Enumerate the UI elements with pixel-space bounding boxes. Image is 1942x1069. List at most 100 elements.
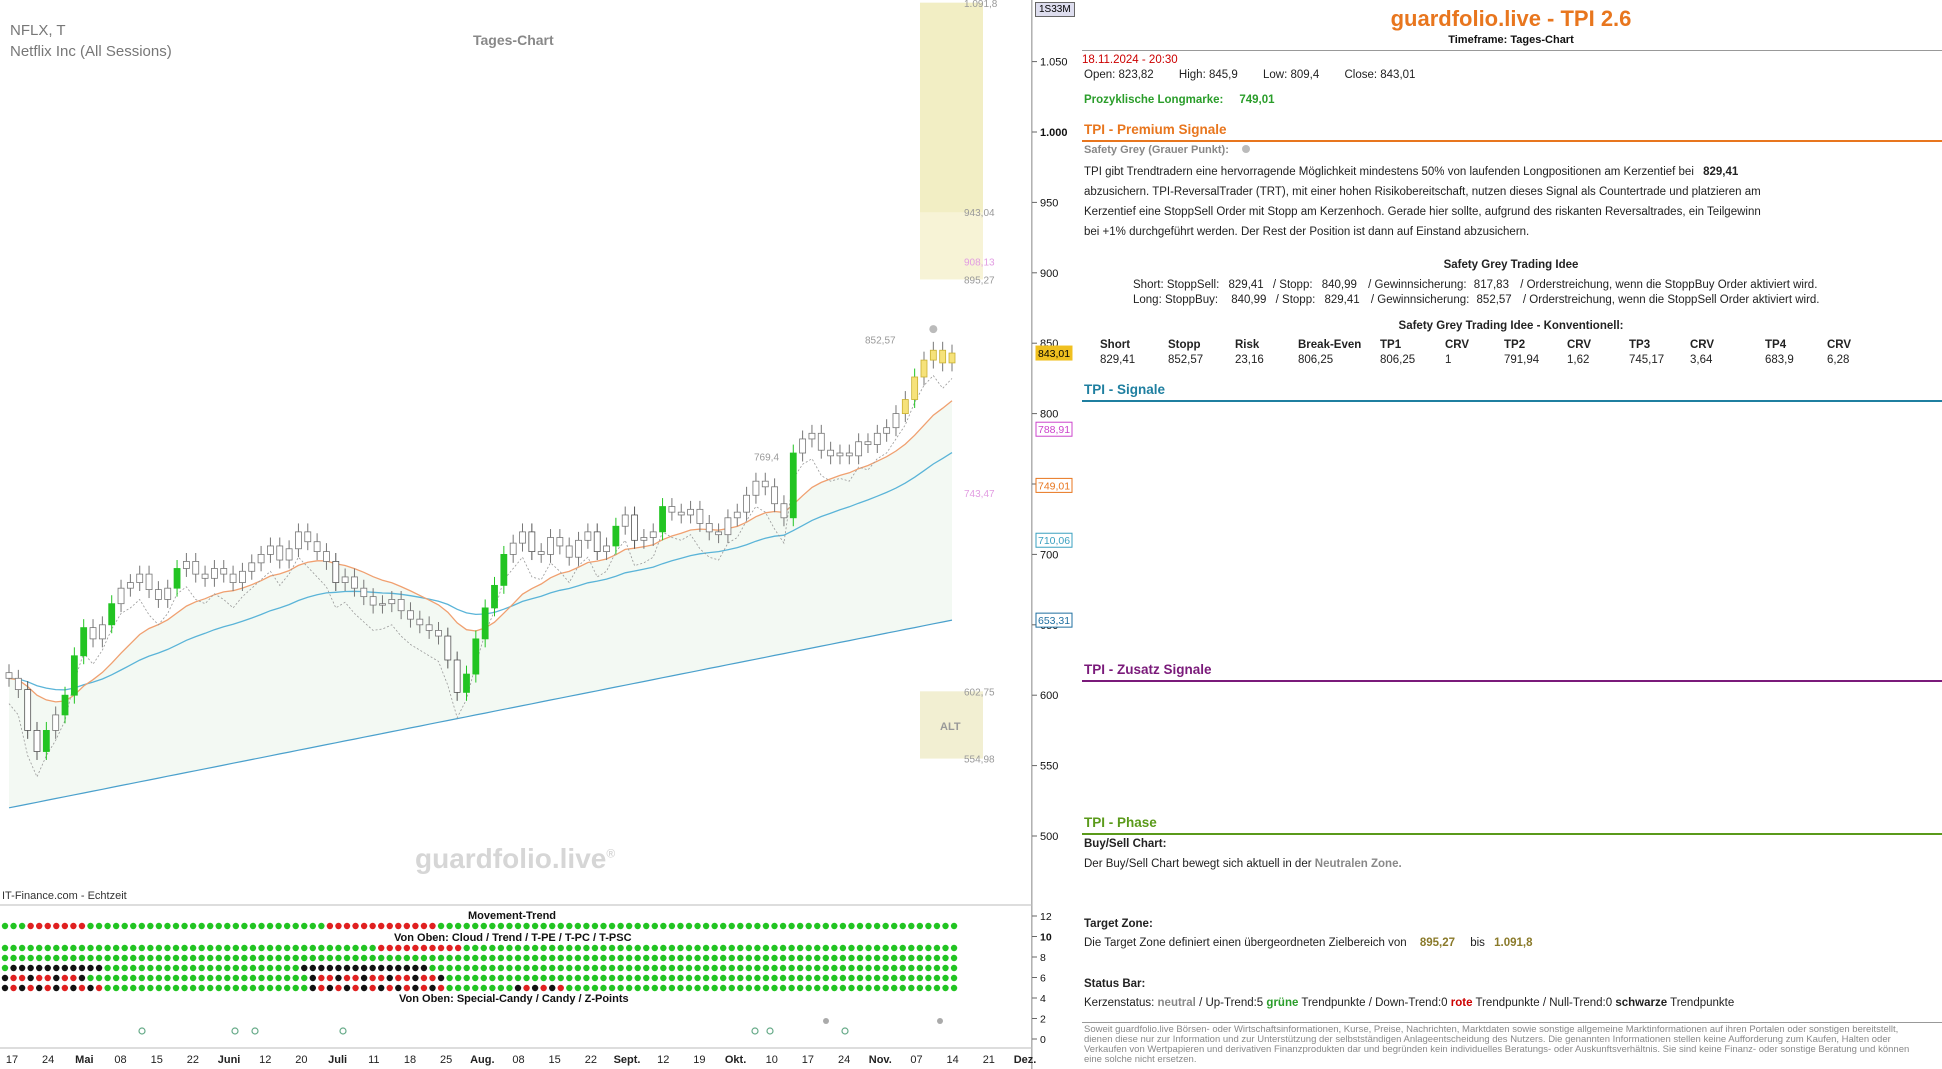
candle-body xyxy=(108,603,116,626)
trend-dot xyxy=(189,922,197,930)
candle-body xyxy=(939,349,947,364)
konv-header-6: TP2 xyxy=(1504,339,1526,351)
trend-dot xyxy=(437,964,445,972)
trend-dot xyxy=(121,954,128,962)
trend-dot xyxy=(933,984,941,992)
trend-dot xyxy=(523,954,530,962)
trend-dot xyxy=(677,922,684,930)
trend-dot xyxy=(155,984,163,992)
trend-dot xyxy=(181,944,188,952)
candle-body xyxy=(145,573,153,590)
trend-dot xyxy=(446,984,453,992)
trend-dot xyxy=(283,922,291,930)
candle-body xyxy=(341,576,349,583)
trend-dot xyxy=(420,922,428,930)
trend-dot xyxy=(933,922,941,930)
trend-dot xyxy=(53,964,60,972)
trend-dot xyxy=(318,964,325,972)
trend-dot xyxy=(429,974,436,982)
trend-dot xyxy=(506,954,513,962)
trend-dot xyxy=(360,984,368,992)
chart-area[interactable]: 1.1001.0501.0009509008508007507006506005… xyxy=(0,0,1073,1069)
trend-dot xyxy=(472,922,479,930)
trend-dot xyxy=(266,954,274,962)
trend-dot xyxy=(831,984,838,992)
trend-dot xyxy=(908,984,915,992)
trend-dot xyxy=(634,964,641,972)
trend-dot xyxy=(583,974,590,982)
trend-dot xyxy=(685,954,693,962)
trailing-line xyxy=(8,374,953,778)
trend-dot xyxy=(241,964,248,972)
trend-dot xyxy=(839,954,847,962)
trend-dot xyxy=(241,922,248,930)
trend-dot xyxy=(335,944,342,952)
trend-dot xyxy=(112,944,120,952)
x-tick-label: 24 xyxy=(838,1054,850,1066)
trend-dot xyxy=(53,974,60,982)
trend-dot xyxy=(155,964,163,972)
trend-dot xyxy=(831,922,838,930)
trend-dot xyxy=(249,974,257,982)
zone-label: 769,4 xyxy=(754,453,779,464)
status-label: Status Bar: xyxy=(1084,978,1146,990)
trend-dot xyxy=(557,922,564,930)
trend-dot xyxy=(61,964,69,972)
trend-dot xyxy=(172,984,180,992)
trend-dot xyxy=(258,984,265,992)
status-text: Kerzenstatus: neutral / Up-Trend:5 grüne… xyxy=(1084,997,1735,1009)
trend-dot xyxy=(591,944,599,952)
konv-header-7: CRV xyxy=(1567,339,1592,351)
interval-badge[interactable]: 1S33M xyxy=(1035,2,1075,17)
konv-header-5: CRV xyxy=(1445,339,1470,351)
trend-dot xyxy=(771,954,778,962)
x-tick-label: 20 xyxy=(295,1054,307,1066)
trend-dot xyxy=(856,984,864,992)
konv-value-8: 745,17 xyxy=(1629,354,1665,366)
candle-body xyxy=(920,359,928,378)
trend-dot xyxy=(412,954,419,962)
watermark: guardfolio.live® xyxy=(415,843,616,874)
trend-dot xyxy=(266,922,274,930)
price-chart[interactable]: 1.1001.0501.0009509008508007507006506005… xyxy=(0,0,1080,1069)
trend-dot xyxy=(343,984,351,992)
trend-dot xyxy=(600,964,607,972)
trend-dot xyxy=(335,974,342,982)
trend-dot xyxy=(788,964,795,972)
candle-body xyxy=(537,551,545,555)
candle-body xyxy=(164,587,172,600)
sub-tick-label: 0 xyxy=(1040,1034,1046,1046)
trend-dot xyxy=(625,984,633,992)
konv-value-1: 852,57 xyxy=(1168,354,1204,366)
trend-dot xyxy=(856,922,864,930)
signale-line xyxy=(1082,400,1942,402)
trend-dot xyxy=(292,974,299,982)
trend-dot xyxy=(283,984,291,992)
trend-dot xyxy=(412,922,419,930)
x-tick-label: 14 xyxy=(947,1054,959,1066)
zone-label: 943,04 xyxy=(964,208,995,219)
trend-dot xyxy=(249,944,257,952)
trend-dot xyxy=(882,954,889,962)
trend-dot xyxy=(694,974,701,982)
konv-header-1: Stopp xyxy=(1168,339,1201,351)
trend-dot xyxy=(335,922,342,930)
trend-dot xyxy=(437,954,445,962)
trend-dot xyxy=(155,922,163,930)
trend-dot xyxy=(215,944,222,952)
trend-dot xyxy=(865,984,872,992)
trend-dot xyxy=(53,944,60,952)
trend-dot xyxy=(591,974,599,982)
trend-dot xyxy=(326,974,334,982)
trend-dot xyxy=(805,974,812,982)
konv-value-5: 1 xyxy=(1445,354,1452,366)
trend-dot xyxy=(378,944,385,952)
candle-body xyxy=(901,399,909,414)
candle-body xyxy=(640,537,648,541)
trend-dot xyxy=(779,984,787,992)
candle-body xyxy=(52,714,60,731)
trend-dot xyxy=(788,922,795,930)
candle-body xyxy=(323,551,330,562)
candle-body xyxy=(911,376,919,400)
trend-dot xyxy=(566,954,573,962)
